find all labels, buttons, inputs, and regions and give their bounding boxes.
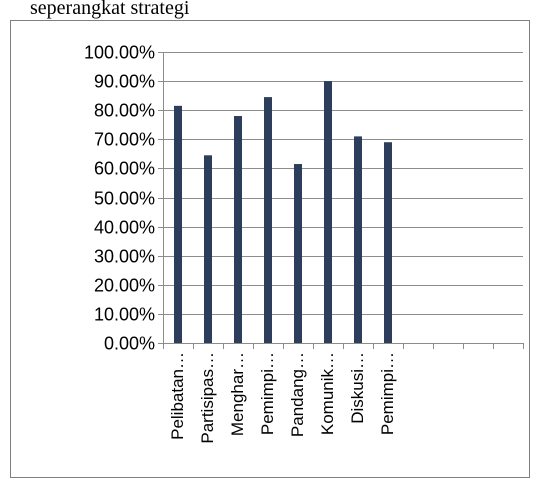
bar [204, 155, 212, 343]
x-category-label: Pelibatan… [168, 352, 187, 440]
bar [384, 142, 392, 343]
bar [234, 116, 242, 344]
x-category-label: Pemimpi… [378, 352, 397, 435]
y-tick-label: 20.00% [94, 276, 155, 296]
y-tick-label: 80.00% [94, 101, 155, 121]
x-category-label: Partisipas… [198, 352, 217, 444]
x-category-label: Komunik… [318, 352, 337, 435]
x-category-label: Pemimpi… [258, 352, 277, 435]
y-tick-label: 0.00% [104, 334, 155, 354]
bar [174, 105, 182, 344]
y-tick-label: 50.00% [94, 189, 155, 209]
gridlines [158, 52, 523, 344]
axes [163, 52, 524, 349]
x-category-label: Menghar… [228, 352, 247, 436]
intro-text: seperangkat strategi [30, 0, 190, 19]
bar [354, 136, 362, 343]
y-axis-tick-labels: 0.00% 10.00% 20.00% 30.00% 40.00% 50.00% 60.00… [84, 43, 155, 354]
y-tick-label: 40.00% [94, 218, 155, 238]
bars [174, 81, 392, 344]
x-category-label: Diskusi… [348, 352, 367, 424]
y-tick-label: 90.00% [94, 72, 155, 92]
y-tick-label: 60.00% [94, 159, 155, 179]
y-tick-label: 30.00% [94, 247, 155, 267]
x-axis-category-labels: Pelibatan… Partisipas… Menghar… Pemimpi… Pan… [168, 352, 397, 444]
x-category-label: Pandang… [288, 352, 307, 437]
bar [324, 81, 332, 343]
bar [264, 97, 272, 343]
y-tick-label: 100.00% [84, 43, 155, 63]
y-tick-label: 70.00% [94, 130, 155, 150]
bar [294, 164, 302, 343]
y-tick-label: 10.00% [94, 305, 155, 325]
